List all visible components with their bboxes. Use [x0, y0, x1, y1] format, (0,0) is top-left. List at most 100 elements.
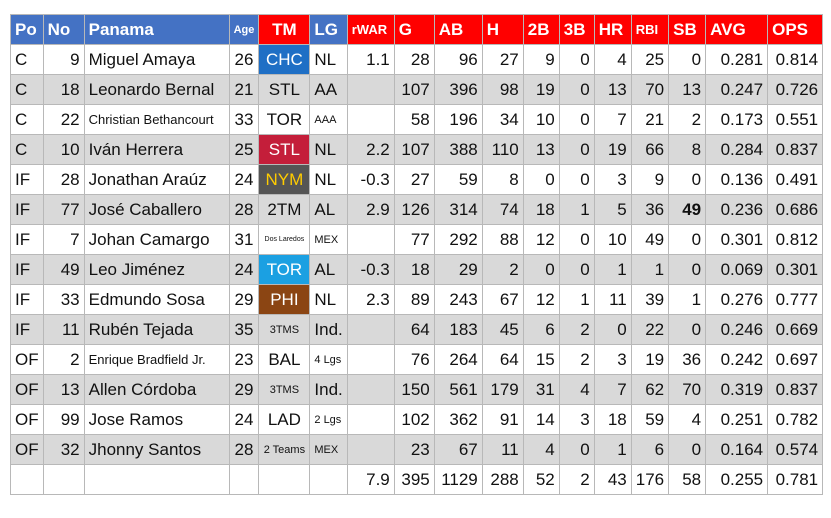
cell-g: 58 [393, 104, 435, 135]
cell-hr: 18 [593, 404, 632, 435]
cell-age: 21 [228, 74, 260, 105]
cell-sb: 36 [668, 344, 707, 375]
col-header-ab: AB [433, 14, 483, 45]
cell-ops: 0.574 [767, 434, 824, 465]
cell-3b: 3 [558, 404, 595, 435]
cell-sb: 8 [668, 134, 707, 165]
cell-ab: 96 [433, 44, 483, 75]
cell-avg: 0.251 [705, 404, 769, 435]
cell-ops: 0.301 [767, 254, 824, 285]
cell-name: Jhonny Santos [83, 434, 230, 465]
cell-g: 77 [393, 224, 435, 255]
cell-sb: 0 [668, 44, 707, 75]
cell-tm: 2TM [258, 194, 311, 225]
cell-rwar [346, 404, 395, 435]
cell-2b: 4 [522, 434, 560, 465]
cell-3b: 4 [558, 374, 595, 405]
total-hr: 43 [593, 464, 632, 495]
cell-sb: 0 [668, 224, 707, 255]
cell-ab: 292 [433, 224, 483, 255]
cell-rwar: 2.3 [346, 284, 395, 315]
cell-po: C [10, 134, 44, 165]
cell-no: 10 [42, 134, 85, 165]
col-header-tm: TM [258, 14, 311, 45]
cell-no: 77 [42, 194, 85, 225]
cell-empty [83, 464, 230, 495]
cell-h: 64 [481, 344, 524, 375]
cell-no: 28 [42, 164, 85, 195]
table-row: C 22 Christian Bethancourt 33 TOR AAA 58… [10, 104, 824, 135]
cell-h: 88 [481, 224, 524, 255]
col-header-sb: SB [668, 14, 707, 45]
cell-hr: 13 [593, 74, 632, 105]
cell-avg: 0.164 [705, 434, 769, 465]
cell-ab: 59 [433, 164, 483, 195]
cell-3b: 1 [558, 194, 595, 225]
col-header-hr: HR [593, 14, 632, 45]
cell-no: 9 [42, 44, 85, 75]
cell-po: IF [10, 254, 44, 285]
cell-empty [258, 464, 311, 495]
cell-avg: 0.319 [705, 374, 769, 405]
total-2b: 52 [522, 464, 560, 495]
cell-2b: 15 [522, 344, 560, 375]
cell-avg: 0.247 [705, 74, 769, 105]
cell-po: C [10, 104, 44, 135]
table-row: IF 33 Edmundo Sosa 29 PHI NL 2.3 89 243 … [10, 284, 824, 315]
cell-name: Jonathan Araúz [83, 164, 230, 195]
cell-ab: 362 [433, 404, 483, 435]
cell-g: 107 [393, 134, 435, 165]
cell-lg: AL [309, 254, 348, 285]
cell-empty [42, 464, 85, 495]
total-rwar: 7.9 [346, 464, 395, 495]
cell-no: 33 [42, 284, 85, 315]
cell-name: Edmundo Sosa [83, 284, 230, 315]
col-header-age: Age [228, 14, 260, 45]
table-row: C 9 Miguel Amaya 26 CHC NL 1.1 28 96 27 … [10, 44, 824, 75]
total-ab: 1129 [433, 464, 483, 495]
cell-name: José Caballero [83, 194, 230, 225]
cell-sb: 49 [668, 194, 707, 225]
cell-rwar [346, 224, 395, 255]
cell-ab: 561 [433, 374, 483, 405]
cell-2b: 13 [522, 134, 560, 165]
cell-po: OF [10, 344, 44, 375]
cell-lg: NL [309, 134, 348, 165]
cell-ops: 0.837 [767, 374, 824, 405]
cell-rwar [346, 74, 395, 105]
cell-name: Iván Herrera [83, 134, 230, 165]
table-row: OF 2 Enrique Bradfield Jr. 23 BAL 4 Lgs … [10, 344, 824, 375]
cell-rbi: 36 [630, 194, 670, 225]
cell-ab: 196 [433, 104, 483, 135]
cell-ops: 0.837 [767, 134, 824, 165]
cell-avg: 0.069 [705, 254, 769, 285]
cell-age: 23 [228, 344, 260, 375]
col-header-rbi: RBI [630, 14, 670, 45]
table-row: OF 13 Allen Córdoba 29 3TMS Ind. 150 561… [10, 374, 824, 405]
cell-2b: 10 [522, 104, 560, 135]
cell-rbi: 22 [630, 314, 670, 345]
cell-lg: AL [309, 194, 348, 225]
table-row: C 18 Leonardo Bernal 21 STL AA 107 396 9… [10, 74, 824, 105]
cell-avg: 0.173 [705, 104, 769, 135]
cell-tm: 3TMS [258, 314, 311, 345]
cell-ab: 183 [433, 314, 483, 345]
cell-age: 24 [228, 254, 260, 285]
cell-ops: 0.669 [767, 314, 824, 345]
total-g: 395 [393, 464, 435, 495]
cell-rbi: 19 [630, 344, 670, 375]
cell-g: 102 [393, 404, 435, 435]
cell-h: 91 [481, 404, 524, 435]
col-header-po: Po [10, 14, 44, 45]
table-row: OF 99 Jose Ramos 24 LAD 2 Lgs 102 362 91… [10, 404, 824, 435]
cell-ops: 0.551 [767, 104, 824, 135]
col-header-2b: 2B [522, 14, 560, 45]
cell-no: 2 [42, 344, 85, 375]
cell-2b: 12 [522, 224, 560, 255]
table-row: IF 7 Johan Camargo 31 Dos Laredos MEX 77… [10, 224, 824, 255]
cell-rbi: 25 [630, 44, 670, 75]
cell-tm: LAD [258, 404, 311, 435]
cell-h: 27 [481, 44, 524, 75]
cell-3b: 0 [558, 434, 595, 465]
cell-name: Johan Camargo [83, 224, 230, 255]
